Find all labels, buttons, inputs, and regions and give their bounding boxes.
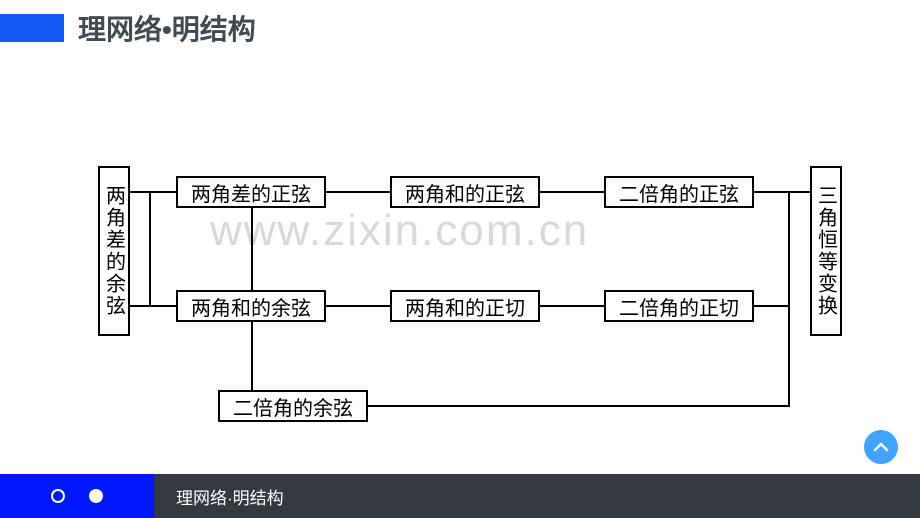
connector [130, 305, 176, 307]
node-row1-0: 两角差的正弦 [176, 176, 326, 208]
node-label: 两角和的余弦 [191, 292, 311, 321]
node-row2-2: 二倍角的正切 [604, 290, 754, 322]
pager-dot-prev[interactable] [51, 489, 65, 503]
node-row2-0: 两角和的余弦 [176, 290, 326, 322]
page-footer: 理网络·明结构 [0, 474, 920, 518]
node-right-root: 三角恒等变换 [810, 166, 842, 336]
node-label: 二倍角的余弦 [233, 392, 353, 421]
diagram-area: www.zixin.com.cn 两角差的余弦 三角恒等变换 两角差的正弦 两角… [0, 56, 920, 446]
node-label: 两角差的余弦 [100, 185, 129, 317]
node-label: 两角差的正弦 [191, 178, 311, 207]
connector [130, 191, 176, 193]
connector [368, 405, 790, 407]
node-label: 三角恒等变换 [812, 185, 841, 317]
watermark-text: www.zixin.com.cn [210, 206, 589, 256]
scroll-top-button[interactable] [864, 430, 898, 464]
connector [149, 191, 151, 306]
connector [326, 191, 390, 193]
node-label: 两角和的正弦 [405, 178, 525, 207]
connector [326, 305, 390, 307]
connector [540, 305, 604, 307]
node-row1-2: 二倍角的正弦 [604, 176, 754, 208]
connector [788, 191, 790, 407]
node-row3-0: 二倍角的余弦 [218, 390, 368, 422]
page-title: 理网络•明结构 [78, 8, 256, 48]
pager-dot-next[interactable] [89, 489, 103, 503]
connector [754, 305, 790, 307]
node-row1-1: 两角和的正弦 [390, 176, 540, 208]
node-row2-1: 两角和的正切 [390, 290, 540, 322]
connector [251, 322, 253, 390]
node-left-root: 两角差的余弦 [98, 166, 130, 336]
footer-label: 理网络·明结构 [154, 474, 920, 518]
node-label: 两角和的正切 [405, 292, 525, 321]
connector [754, 191, 810, 193]
connector [251, 208, 253, 290]
page-header: 理网络•明结构 [0, 0, 920, 56]
connector [540, 191, 604, 193]
node-label: 二倍角的正切 [619, 292, 739, 321]
footer-pager [0, 474, 154, 518]
node-label: 二倍角的正弦 [619, 178, 739, 207]
header-accent-bar [0, 14, 64, 42]
chevron-up-icon [873, 439, 889, 455]
